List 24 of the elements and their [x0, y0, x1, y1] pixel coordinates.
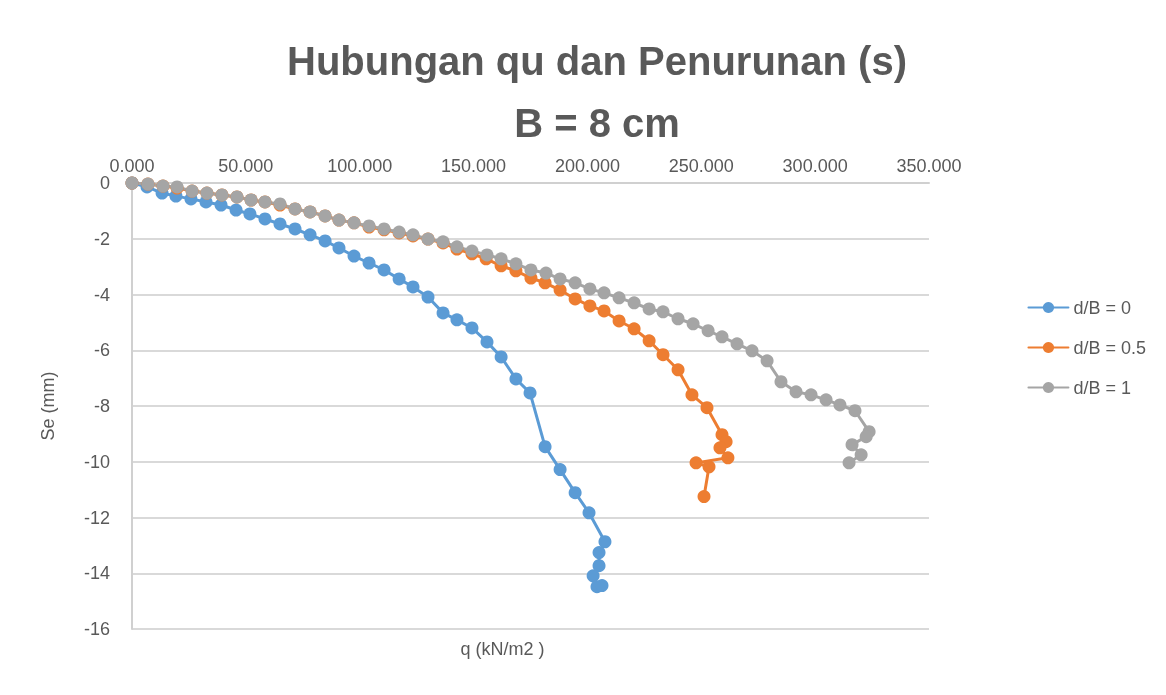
y-tick-label: -2	[93, 228, 110, 249]
x-axis-title: q (kN/m2 )	[460, 639, 545, 659]
x-tick-label: 200.000	[554, 156, 620, 176]
y-axis-title: Se (mm)	[38, 371, 58, 441]
y-tick-label: -10	[83, 451, 110, 472]
legend-label: d/B = 0.5	[1073, 337, 1147, 358]
legend-label: d/B = 1	[1073, 377, 1131, 398]
x-tick-label: 300.000	[782, 156, 848, 176]
y-tick-label: -16	[83, 619, 110, 639]
chart-subtitle: B = 8 cm	[514, 101, 680, 145]
x-tick-label: 100.000	[327, 156, 393, 176]
y-tick-label: -14	[83, 563, 110, 584]
x-tick-label: 250.000	[668, 156, 734, 176]
x-tick-label: 50.000	[218, 156, 274, 176]
x-tick-label: 350.000	[896, 156, 962, 176]
x-tick-label: 0.000	[109, 156, 155, 176]
y-tick-label: 0	[99, 173, 110, 193]
y-tick-label: -4	[93, 284, 110, 305]
y-tick-label: -12	[83, 507, 110, 528]
legend-label: d/B = 0	[1073, 297, 1131, 318]
x-tick-label: 150.000	[441, 156, 507, 176]
y-tick-label: -8	[93, 396, 110, 416]
y-tick-label: -6	[93, 340, 110, 361]
chart-title: Hubungan qu dan Penurunan (s)	[287, 39, 907, 83]
